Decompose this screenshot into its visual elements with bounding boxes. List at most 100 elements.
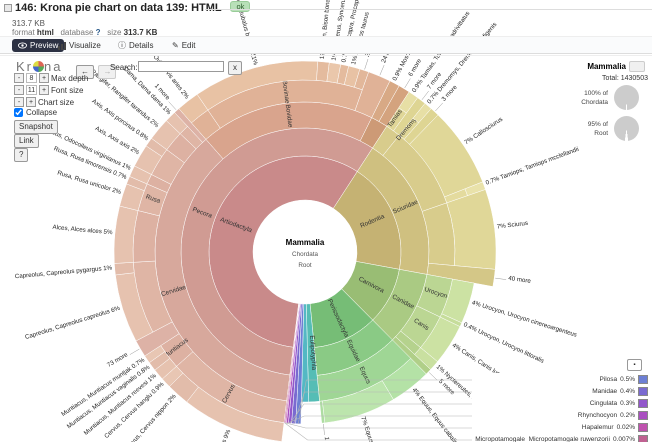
search-clear-button[interactable]: x [228,61,242,75]
pencil-icon: ✎ [172,40,179,50]
panel-divider [0,55,652,56]
chart-wedge[interactable] [114,262,135,276]
legend-row[interactable]: Micropotamogale_Micropotamogale ruwenzor… [472,433,648,442]
visualize-button[interactable]: Visualize [58,39,101,52]
chart-center-label: Mammalia [286,238,325,247]
legend-label: Pilosa [599,375,618,383]
chart-label: Capreolus, Capreolus capreolus 6% [24,305,121,341]
chart-label: Bovinae [281,80,291,104]
collapse-label: Collapse [26,108,58,117]
size-label: size [107,28,122,37]
legend-color-swatch [638,434,648,442]
eye-icon [18,42,27,49]
total-count: Total: 1430503 [602,75,648,82]
search-label: Search: [110,63,138,72]
chart-label: Muntiacus, Muntiacus vaginalis 0.8% [66,364,152,431]
page-title: 146: Krona pie chart on data 139: HTML o… [15,1,251,14]
chart-label: Alces, Alces alces 5% [52,224,113,237]
database-label: database [60,28,94,37]
font-size-minus-button[interactable]: - [14,85,24,95]
chart-size-control: - + Chart size [14,97,74,107]
legend-label: Micropotamogale_Micropotamogale ruwenzor… [475,435,610,442]
legend-collapse-button[interactable]: ▪ [627,359,642,371]
collapse-checkbox[interactable] [14,108,23,117]
chart-label: 0.7% Tamiops, Tamiops mcclellandii [485,146,580,187]
chart-label: Rusa [145,193,162,205]
taxon-detail-button[interactable] [629,61,645,72]
parent-pie-label-chordata: 100% of Chordata [581,90,608,106]
chart-size-plus-button[interactable]: + [26,97,36,107]
chart-center-label: Chordata [292,251,318,258]
legend-percent: 0.02% [616,423,635,431]
link-button[interactable]: Link [14,134,39,148]
database-link[interactable]: ? [95,28,101,37]
parent-pie-chordata [614,85,639,110]
dataset-icon [4,4,12,12]
max-depth-plus-button[interactable]: + [39,73,49,83]
legend-percent: 0.4% [620,387,635,395]
chart-label: Eulipotyphla [308,335,317,371]
details-button[interactable]: ⓘ Details [118,40,154,50]
size-value: 313.7 KB [123,28,158,37]
chart-label: 1 more [323,436,332,442]
chart-size-minus-button[interactable]: - [14,97,24,107]
max-depth-value: 8 [26,73,37,83]
status-badge: ok [230,1,251,12]
legend-color-swatch [638,398,648,408]
legend-label: Rhynchocyon [577,411,618,419]
chart-label: 73 more [106,351,130,369]
snapshot-button[interactable]: Snapshot [14,120,58,134]
chart-label: Cervus, Cervus elaphus 9% [196,428,232,442]
max-depth-control: - 8 + Max depth [14,73,88,83]
parent-pie-root [614,116,639,141]
chart-size-label: Chart size [38,97,75,107]
max-depth-minus-button[interactable]: - [14,73,24,83]
font-size-value: 11 [26,85,37,95]
dataset-meta: format html database ? size 313.7 KB [12,28,157,37]
chart-label: 7% Sciurus [496,220,528,231]
legend-label: Hapalemur [581,423,614,431]
legend-row[interactable]: Hapalemur 0.02% [472,421,648,433]
font-size-control: - 11 + Font size [14,85,83,95]
preview-button[interactable]: Preview [12,39,65,52]
parent-pie-label-root: 95% of Root [587,121,608,137]
legend-row[interactable]: Manidae 0.4% [472,385,648,397]
krona-logo: Kr na [16,59,63,74]
bar-chart-icon [58,41,66,50]
font-size-label: Font size [51,85,84,95]
help-button[interactable]: ? [14,148,29,162]
legend-percent: 0.2% [620,411,635,419]
max-depth-label: Max depth [51,73,89,83]
search-input[interactable] [138,61,224,72]
legend-color-swatch [638,410,648,420]
edit-button[interactable]: ✎ Edit [172,40,196,50]
legend-percent: 0.5% [620,375,635,383]
selected-taxon-name: Mammalia [587,62,626,71]
legend-row[interactable]: Rhynchocyon 0.2% [472,409,648,421]
legend-row[interactable]: Cingulata 0.3% [472,397,648,409]
legend: Pilosa 0.5% Manidae 0.4% Cingulata 0.3% Rhynch… [472,373,648,442]
chart-center-label: Root [298,262,312,269]
legend-label: Manidae [592,387,618,395]
font-size-plus-button[interactable]: + [39,85,49,95]
chart-label: Bovidae [284,104,294,128]
chart-label: 40 more [508,275,532,285]
dataset-title: Krona pie chart on data 139: HTML [40,2,222,14]
chart-label: Axis, Axis porcinus 0.8% [90,98,150,143]
legend-percent: 0.007% [612,435,635,442]
legend-color-swatch [638,422,648,432]
dataset-toolbar: Preview Visualize ⓘ Details ✎ Edit [0,36,652,54]
legend-color-swatch [638,386,648,396]
legend-label: Cingulata [589,399,618,407]
chart-label: 7% Callosciurus [463,116,504,146]
legend-color-swatch [638,374,648,384]
dataset-size: 313.7 KB [12,19,45,28]
format-label: format [12,28,35,37]
forward-button[interactable]: → [98,65,117,79]
chart-label: Capreolus, Capreolus pygargus 1% [15,264,113,280]
legend-row[interactable]: Pilosa 0.5% [472,373,648,385]
format-value: html [36,28,54,37]
title-divider [205,9,652,10]
info-icon: ⓘ [118,40,126,50]
